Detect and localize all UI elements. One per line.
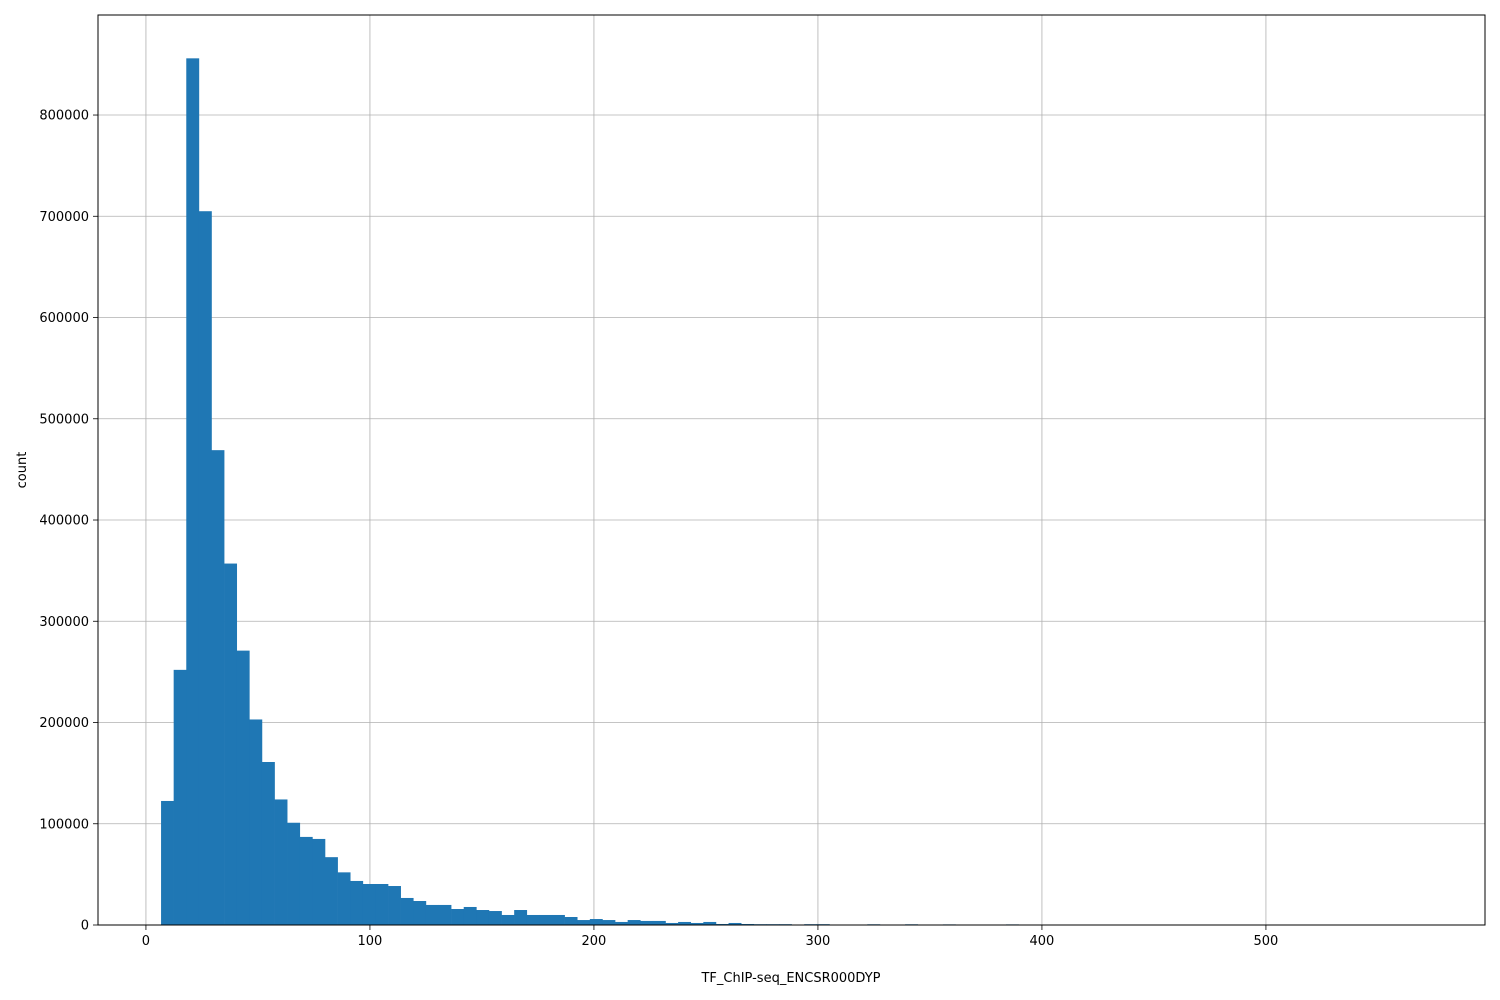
y-tick-label: 0 xyxy=(81,919,89,934)
histogram-bar xyxy=(640,920,654,925)
y-axis-label: count xyxy=(15,452,30,489)
y-tick-label: 700000 xyxy=(39,210,89,225)
histogram-bar xyxy=(375,883,389,925)
histogram-bar xyxy=(299,836,313,925)
y-tick-label: 500000 xyxy=(39,412,89,427)
histogram-bar xyxy=(261,761,275,925)
histogram-bar xyxy=(564,917,578,925)
histogram-bar xyxy=(173,669,187,925)
histogram-bar xyxy=(413,901,427,925)
histogram-bar xyxy=(690,922,704,925)
bars xyxy=(161,58,1423,926)
histogram-bar xyxy=(741,923,755,925)
y-tick-label: 300000 xyxy=(39,615,89,630)
histogram-bar xyxy=(224,563,238,925)
y-tick-label: 200000 xyxy=(39,716,89,731)
x-tick-label: 100 xyxy=(358,934,383,949)
histogram-bar xyxy=(211,450,225,925)
histogram-bar xyxy=(602,920,616,925)
histogram-bar xyxy=(312,838,326,925)
x-tick-label: 300 xyxy=(806,934,831,949)
histogram-bar xyxy=(425,904,439,925)
axes-frame xyxy=(97,14,1486,926)
x-tick-label: 400 xyxy=(1030,934,1055,949)
histogram-bar xyxy=(350,880,364,925)
y-tick-label: 800000 xyxy=(39,109,89,124)
histogram-bar xyxy=(451,909,465,925)
grid xyxy=(98,15,1485,926)
x-tick-label: 0 xyxy=(142,934,150,949)
histogram-bar xyxy=(388,886,401,925)
histogram-bar xyxy=(161,800,174,925)
histogram-bar xyxy=(488,911,502,925)
y-tick-label: 600000 xyxy=(39,311,89,326)
ticks: 0 100 200 300 400 500 0 100000 200000 300000 40000… xyxy=(39,109,1278,949)
histogram-bar xyxy=(615,921,628,925)
histogram-bar xyxy=(400,897,414,925)
histogram-bar xyxy=(514,910,528,925)
histogram-bar xyxy=(678,921,692,925)
histogram-bar xyxy=(463,906,477,925)
y-tick-label: 400000 xyxy=(39,514,89,529)
histogram-bar xyxy=(438,904,452,925)
histogram-bar xyxy=(627,920,641,925)
histogram-bar xyxy=(652,920,666,925)
histogram-bar xyxy=(501,914,515,925)
histogram-bar xyxy=(552,914,565,925)
histogram-bar xyxy=(186,58,200,926)
histogram-bar xyxy=(728,922,742,925)
histogram-bar xyxy=(715,923,729,925)
histogram-bar xyxy=(198,211,212,925)
x-tick-label: 500 xyxy=(1254,934,1279,949)
histogram-bar xyxy=(325,857,338,925)
histogram-bar xyxy=(337,872,351,925)
histogram-bar xyxy=(249,719,263,925)
histogram-bar xyxy=(476,910,490,925)
histogram-bar xyxy=(665,922,679,925)
x-tick-label: 200 xyxy=(582,934,607,949)
y-tick-label: 100000 xyxy=(39,817,89,832)
histogram-bar xyxy=(539,914,553,925)
histogram-bar xyxy=(236,650,250,925)
histogram-bar xyxy=(287,822,301,925)
histogram-bar xyxy=(589,919,603,925)
histogram-bar xyxy=(526,914,540,925)
histogram-bar xyxy=(274,799,288,925)
histogram-bar xyxy=(577,920,591,925)
x-axis-label: TF_ChIP-seq_ENCSR000DYP xyxy=(700,971,880,986)
plot-frame xyxy=(97,14,1486,926)
histogram-bar xyxy=(362,883,376,925)
histogram-bar xyxy=(703,921,717,925)
